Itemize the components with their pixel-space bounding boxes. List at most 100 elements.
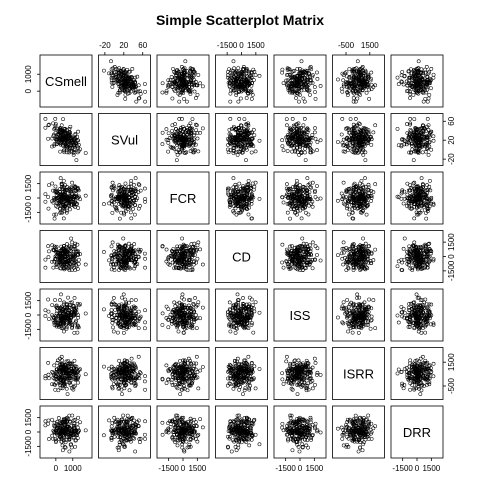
data-point [175,71,180,76]
data-point [242,71,246,76]
data-point [237,88,242,93]
data-point [46,195,51,199]
data-point [301,123,306,128]
data-point [241,65,246,69]
panel-frame [332,54,385,108]
data-point [185,99,189,104]
data-point [373,247,378,252]
data-point [177,99,182,104]
data-point [302,117,307,121]
data-point [396,82,401,87]
data-point [53,117,58,121]
data-point [352,83,357,88]
data-point [358,181,362,186]
data-point [367,96,371,101]
data-point [348,82,353,86]
data-point [43,257,48,262]
data-point [47,183,51,188]
data-point [353,99,358,104]
data-point [244,68,248,73]
data-point [310,73,315,77]
data-point [313,90,317,94]
data-point [412,216,417,221]
data-point [414,80,419,85]
data-point [351,96,356,100]
data-point [408,89,413,94]
data-point [310,204,315,209]
scatter-panel-cd-vs-iss [273,230,327,283]
variable-label: CSmell [45,74,87,89]
data-point [62,329,66,334]
scatter-panel-fcr-vs-iss [273,171,327,225]
data-point [137,96,142,100]
data-point [288,74,293,79]
data-point [303,158,308,162]
data-point [109,80,114,85]
data-point [252,69,257,74]
data-point [340,89,345,94]
data-point [420,208,424,213]
data-point [116,74,120,79]
data-point [237,181,242,186]
data-point [127,74,131,79]
data-point [52,142,57,147]
data-point [247,82,252,87]
data-point [414,210,419,215]
data-point [61,178,66,183]
data-point [366,75,371,80]
data-point [229,68,234,73]
data-point [43,125,48,130]
data-point [291,82,295,86]
data-point [53,184,58,189]
data-point [188,75,193,80]
data-point [193,96,198,100]
data-point [236,74,240,79]
data-point [58,149,63,154]
data-point [75,330,80,335]
data-point [136,89,141,94]
data-point [358,71,363,76]
data-point [341,250,346,255]
data-point [164,90,169,95]
data-point [280,260,285,265]
data-point [71,153,76,157]
data-point [305,176,310,181]
data-point [242,117,247,121]
data-point [402,196,407,201]
data-point [72,296,77,300]
data-point [107,201,111,206]
data-point [243,78,248,83]
data-point [318,196,323,201]
data-point [288,86,293,91]
data-point [421,99,426,104]
data-point [280,144,285,148]
data-point [402,236,407,241]
data-point [252,133,257,137]
data-point [110,180,115,185]
data-point [346,83,351,88]
data-point [242,82,246,86]
data-point [160,81,165,86]
data-point [285,66,290,71]
data-point [347,246,352,251]
data-point [371,258,376,263]
data-point [166,131,171,136]
diagonal-panel-cd: CD [215,230,268,283]
data-point [280,242,285,247]
data-point [373,182,378,187]
data-point [346,266,351,271]
data-point [253,73,258,77]
data-point [173,75,177,80]
data-point [355,96,360,101]
data-point [190,117,195,121]
data-point [340,117,345,121]
data-point [315,197,320,202]
data-point [309,185,314,190]
data-point [172,80,177,85]
data-point [200,84,205,89]
data-point [52,216,57,221]
data-point [303,150,307,155]
data-point [287,67,292,72]
data-point [251,78,256,82]
data-point [169,75,174,79]
